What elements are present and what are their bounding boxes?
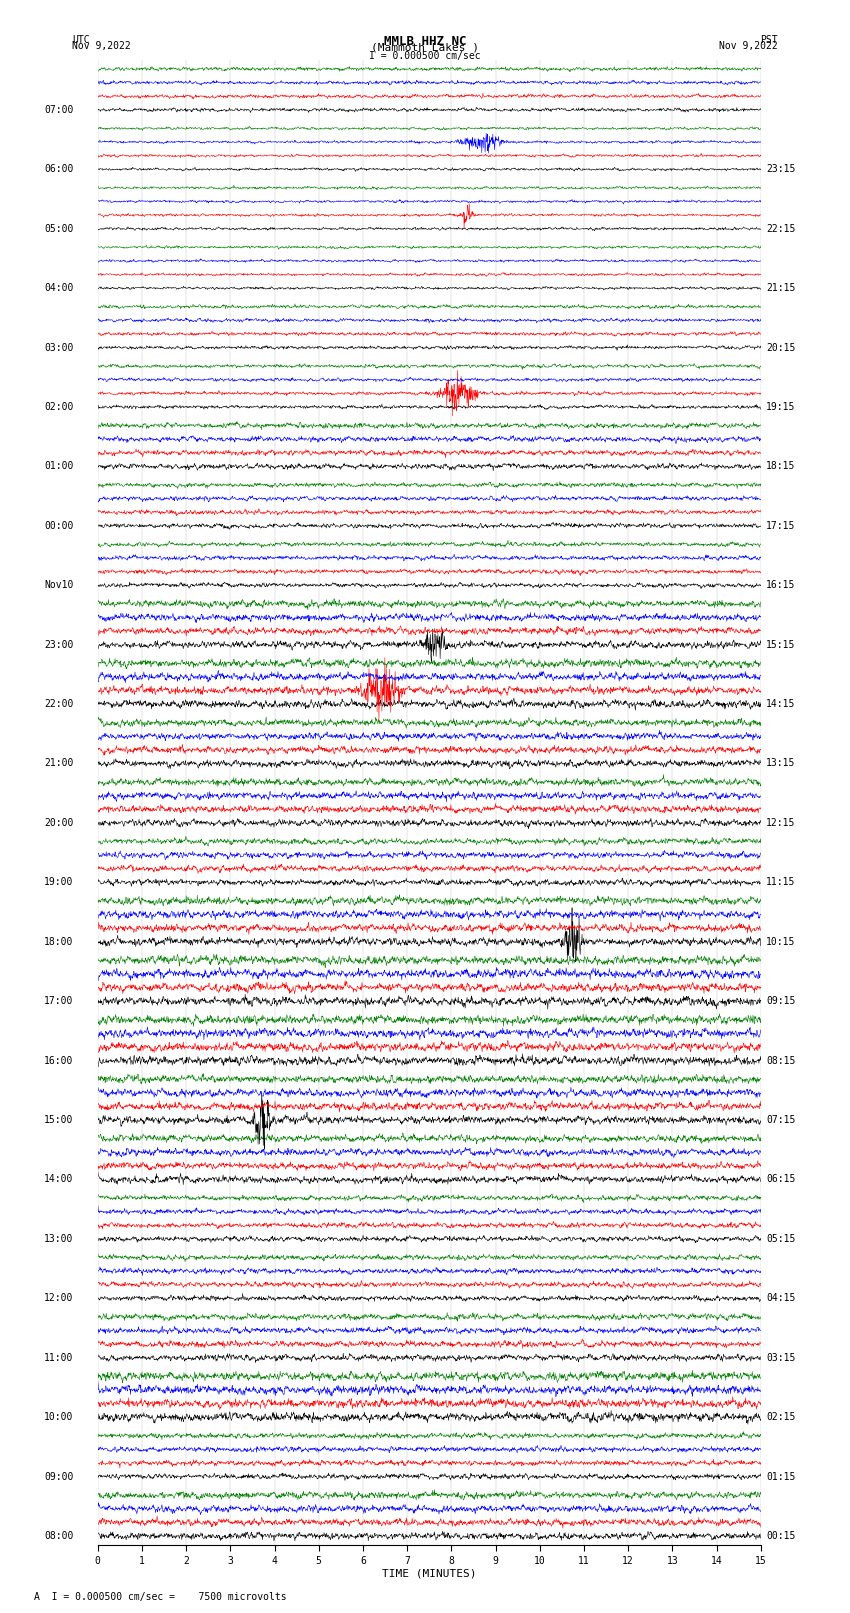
Text: 03:00: 03:00 xyxy=(44,342,73,353)
Text: 00:00: 00:00 xyxy=(44,521,73,531)
Text: 17:15: 17:15 xyxy=(766,521,796,531)
Text: 01:00: 01:00 xyxy=(44,461,73,471)
Text: (Mammoth Lakes ): (Mammoth Lakes ) xyxy=(371,44,479,53)
Text: 23:00: 23:00 xyxy=(44,640,73,650)
Text: 10:00: 10:00 xyxy=(44,1411,73,1423)
Text: 14:00: 14:00 xyxy=(44,1174,73,1184)
Text: I = 0.000500 cm/sec: I = 0.000500 cm/sec xyxy=(369,50,481,61)
Text: 02:00: 02:00 xyxy=(44,402,73,411)
Text: 20:00: 20:00 xyxy=(44,818,73,827)
Text: 08:00: 08:00 xyxy=(44,1531,73,1540)
Text: 05:00: 05:00 xyxy=(44,224,73,234)
Text: 23:15: 23:15 xyxy=(766,165,796,174)
Text: 15:00: 15:00 xyxy=(44,1115,73,1124)
Text: 21:00: 21:00 xyxy=(44,758,73,768)
Text: PST: PST xyxy=(760,35,778,45)
Text: A  I = 0.000500 cm/sec =    7500 microvolts: A I = 0.000500 cm/sec = 7500 microvolts xyxy=(34,1592,286,1602)
Text: 06:15: 06:15 xyxy=(766,1174,796,1184)
Text: 14:15: 14:15 xyxy=(766,698,796,710)
Text: 03:15: 03:15 xyxy=(766,1353,796,1363)
Text: 19:15: 19:15 xyxy=(766,402,796,411)
Text: MMLB HHZ NC: MMLB HHZ NC xyxy=(383,35,467,48)
Text: 18:15: 18:15 xyxy=(766,461,796,471)
Text: Nov10: Nov10 xyxy=(44,581,73,590)
Text: Nov 9,2022: Nov 9,2022 xyxy=(72,40,131,52)
Text: 04:00: 04:00 xyxy=(44,284,73,294)
Text: 10:15: 10:15 xyxy=(766,937,796,947)
Text: 22:15: 22:15 xyxy=(766,224,796,234)
Text: 18:00: 18:00 xyxy=(44,937,73,947)
Text: 02:15: 02:15 xyxy=(766,1411,796,1423)
Text: 01:15: 01:15 xyxy=(766,1471,796,1482)
Text: 16:00: 16:00 xyxy=(44,1055,73,1066)
Text: 04:15: 04:15 xyxy=(766,1294,796,1303)
Text: Nov 9,2022: Nov 9,2022 xyxy=(719,40,778,52)
Text: 11:00: 11:00 xyxy=(44,1353,73,1363)
Text: 09:00: 09:00 xyxy=(44,1471,73,1482)
Text: 11:15: 11:15 xyxy=(766,877,796,887)
Text: 20:15: 20:15 xyxy=(766,342,796,353)
X-axis label: TIME (MINUTES): TIME (MINUTES) xyxy=(382,1568,477,1579)
Text: 17:00: 17:00 xyxy=(44,997,73,1007)
Text: 16:15: 16:15 xyxy=(766,581,796,590)
Text: 12:00: 12:00 xyxy=(44,1294,73,1303)
Text: 09:15: 09:15 xyxy=(766,997,796,1007)
Text: 08:15: 08:15 xyxy=(766,1055,796,1066)
Text: 06:00: 06:00 xyxy=(44,165,73,174)
Text: 00:15: 00:15 xyxy=(766,1531,796,1540)
Text: 07:00: 07:00 xyxy=(44,105,73,115)
Text: 13:15: 13:15 xyxy=(766,758,796,768)
Text: 15:15: 15:15 xyxy=(766,640,796,650)
Text: 21:15: 21:15 xyxy=(766,284,796,294)
Text: 13:00: 13:00 xyxy=(44,1234,73,1244)
Text: 22:00: 22:00 xyxy=(44,698,73,710)
Text: 19:00: 19:00 xyxy=(44,877,73,887)
Text: 07:15: 07:15 xyxy=(766,1115,796,1124)
Text: 05:15: 05:15 xyxy=(766,1234,796,1244)
Text: UTC: UTC xyxy=(72,35,90,45)
Text: 12:15: 12:15 xyxy=(766,818,796,827)
